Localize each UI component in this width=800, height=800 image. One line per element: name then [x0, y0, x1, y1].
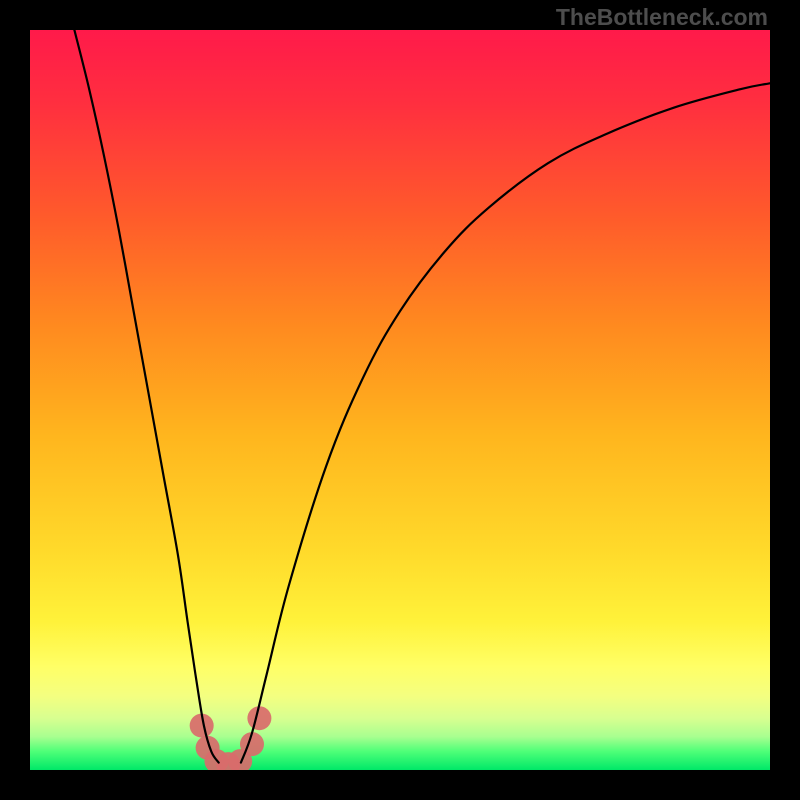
plot-area: [30, 30, 770, 770]
watermark-text: TheBottleneck.com: [556, 4, 768, 31]
bottleneck-curve-right: [241, 83, 770, 762]
curve-layer: [30, 30, 770, 770]
valley-marker: [247, 706, 271, 730]
chart-frame: TheBottleneck.com: [0, 0, 800, 800]
bottleneck-curve-left: [74, 30, 218, 763]
